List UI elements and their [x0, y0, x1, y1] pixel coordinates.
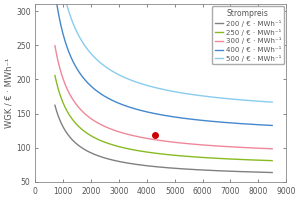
Line: 400 / € · MWh⁻¹: 400 / € · MWh⁻¹: [55, 0, 272, 125]
300 / € · MWh⁻¹: [53, 44, 57, 47]
500 / € · MWh⁻¹: [240, 99, 244, 101]
200 / € · MWh⁻¹: [53, 104, 57, 106]
250 / € · MWh⁻¹: [218, 157, 221, 160]
250 / € · MWh⁻¹: [185, 155, 189, 158]
250 / € · MWh⁻¹: [66, 112, 70, 114]
300 / € · MWh⁻¹: [218, 145, 221, 147]
Legend: 200 / € · MWh⁻¹, 250 / € · MWh⁻¹, 300 / € · MWh⁻¹, 400 / € · MWh⁻¹, 500 / € · MW: 200 / € · MWh⁻¹, 250 / € · MWh⁻¹, 300 / …: [212, 6, 284, 64]
400 / € · MWh⁻¹: [240, 122, 244, 125]
Line: 250 / € · MWh⁻¹: 250 / € · MWh⁻¹: [55, 75, 272, 161]
Line: 200 / € · MWh⁻¹: 200 / € · MWh⁻¹: [55, 105, 272, 173]
Line: 500 / € · MWh⁻¹: 500 / € · MWh⁻¹: [55, 0, 272, 102]
200 / € · MWh⁻¹: [185, 168, 189, 170]
200 / € · MWh⁻¹: [179, 168, 183, 170]
300 / € · MWh⁻¹: [191, 143, 195, 145]
250 / € · MWh⁻¹: [191, 156, 195, 158]
500 / € · MWh⁻¹: [270, 101, 274, 103]
500 / € · MWh⁻¹: [218, 97, 221, 99]
200 / € · MWh⁻¹: [218, 170, 221, 172]
300 / € · MWh⁻¹: [179, 142, 183, 144]
200 / € · MWh⁻¹: [191, 168, 195, 171]
300 / € · MWh⁻¹: [185, 142, 189, 145]
250 / € · MWh⁻¹: [179, 155, 183, 157]
200 / € · MWh⁻¹: [270, 171, 274, 174]
500 / € · MWh⁻¹: [185, 93, 189, 95]
400 / € · MWh⁻¹: [218, 121, 221, 123]
400 / € · MWh⁻¹: [179, 117, 183, 119]
250 / € · MWh⁻¹: [270, 159, 274, 162]
500 / € · MWh⁻¹: [191, 93, 195, 96]
400 / € · MWh⁻¹: [185, 117, 189, 120]
Line: 300 / € · MWh⁻¹: 300 / € · MWh⁻¹: [55, 46, 272, 149]
300 / € · MWh⁻¹: [240, 146, 244, 149]
250 / € · MWh⁻¹: [240, 158, 244, 161]
200 / € · MWh⁻¹: [240, 170, 244, 173]
400 / € · MWh⁻¹: [191, 118, 195, 121]
300 / € · MWh⁻¹: [66, 90, 70, 92]
400 / € · MWh⁻¹: [66, 49, 70, 52]
Y-axis label: WGK / € · MWh⁻¹: WGK / € · MWh⁻¹: [4, 58, 13, 128]
400 / € · MWh⁻¹: [270, 124, 274, 127]
250 / € · MWh⁻¹: [53, 74, 57, 77]
300 / € · MWh⁻¹: [270, 148, 274, 150]
500 / € · MWh⁻¹: [66, 8, 70, 11]
500 / € · MWh⁻¹: [179, 92, 183, 94]
200 / € · MWh⁻¹: [66, 134, 70, 136]
